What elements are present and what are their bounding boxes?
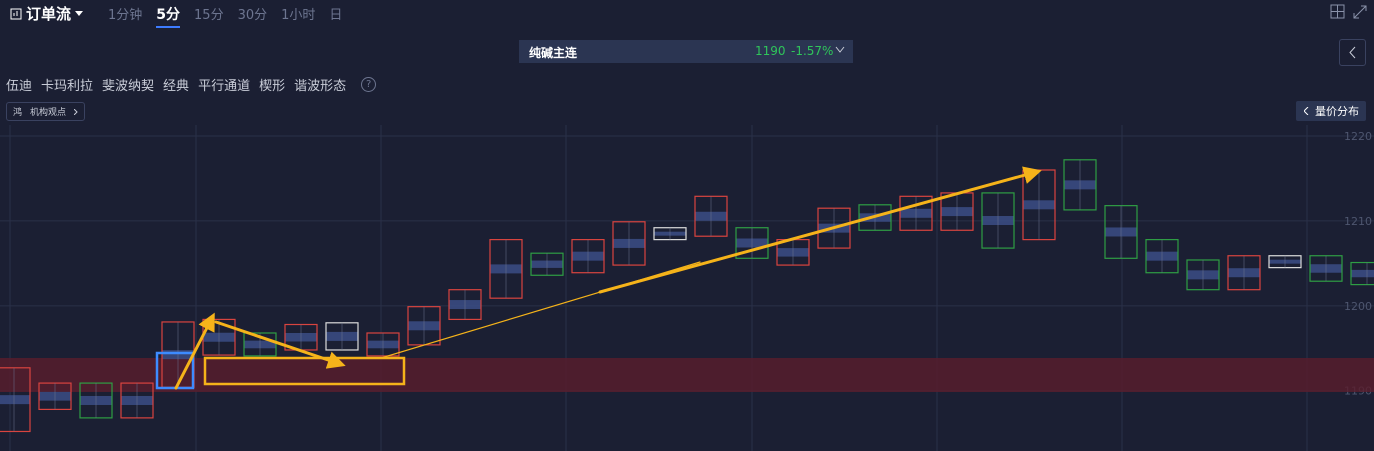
tool[interactable]: 伍迪 (6, 79, 33, 94)
trend-arrows (174, 166, 1042, 390)
contract-change: -1.57% (791, 44, 834, 58)
view-label: 机构观点 (30, 108, 67, 118)
chevron (1304, 107, 1309, 115)
collapse-button[interactable] (1339, 39, 1366, 66)
help-icon[interactable]: ? (361, 77, 377, 92)
tool[interactable]: 斐波纳契 (102, 79, 155, 94)
y-tick-label: 1200 (1344, 300, 1372, 313)
contract-name: 纯碱主连 (529, 46, 578, 60)
view-icon: 鸿 (13, 108, 23, 118)
tool[interactable]: 谐波形态 (294, 79, 347, 94)
tool[interactable]: 经典 (163, 79, 190, 94)
view-pill[interactable]: 鸿 机构观点 (6, 102, 86, 121)
contract-selector[interactable]: 纯碱主连 1190 -1.57% (519, 40, 853, 63)
tool[interactable]: 卡玛利拉 (41, 79, 94, 94)
side-button[interactable]: 量价分布 (1296, 101, 1366, 121)
interval-tab[interactable]: 1分钟 (108, 8, 143, 23)
chart-icon (10, 8, 22, 19)
interval-tab[interactable]: 30分 (237, 8, 268, 23)
highlight-box (203, 356, 406, 386)
dropdown-icon (75, 10, 84, 16)
candle-volume-band (0, 395, 30, 405)
drawing-tools: 伍迪 卡玛利拉 斐波纳契 经典 平行通道 楔形 谐波形态? (6, 75, 377, 94)
interval-tab[interactable]: 1小时 (281, 8, 316, 23)
tool[interactable]: 楔形 (259, 79, 286, 94)
chevron (835, 46, 845, 53)
interval-tab[interactable]: 15分 (194, 8, 224, 23)
price-zone (0, 358, 1374, 392)
interval-tab[interactable]: 日 (329, 8, 343, 23)
interval-tabs: 1分钟 5分 15分 30分 1小时日 (108, 4, 342, 28)
y-tick-label: 1210 (1344, 215, 1372, 228)
candle-volume-band (1351, 269, 1374, 278)
interval-tab[interactable]: 5分 (156, 4, 181, 28)
title-text: 订单流 (26, 5, 72, 23)
app-title[interactable]: 订单流 (10, 3, 84, 24)
y-tick-label: 1220 (1344, 130, 1372, 143)
tool[interactable]: 平行通道 (198, 79, 251, 94)
layout-icons[interactable] (1330, 4, 1368, 20)
chevron (74, 108, 78, 115)
side-button-label: 量价分布 (1315, 105, 1359, 118)
contract-price: 1190 (755, 44, 786, 58)
